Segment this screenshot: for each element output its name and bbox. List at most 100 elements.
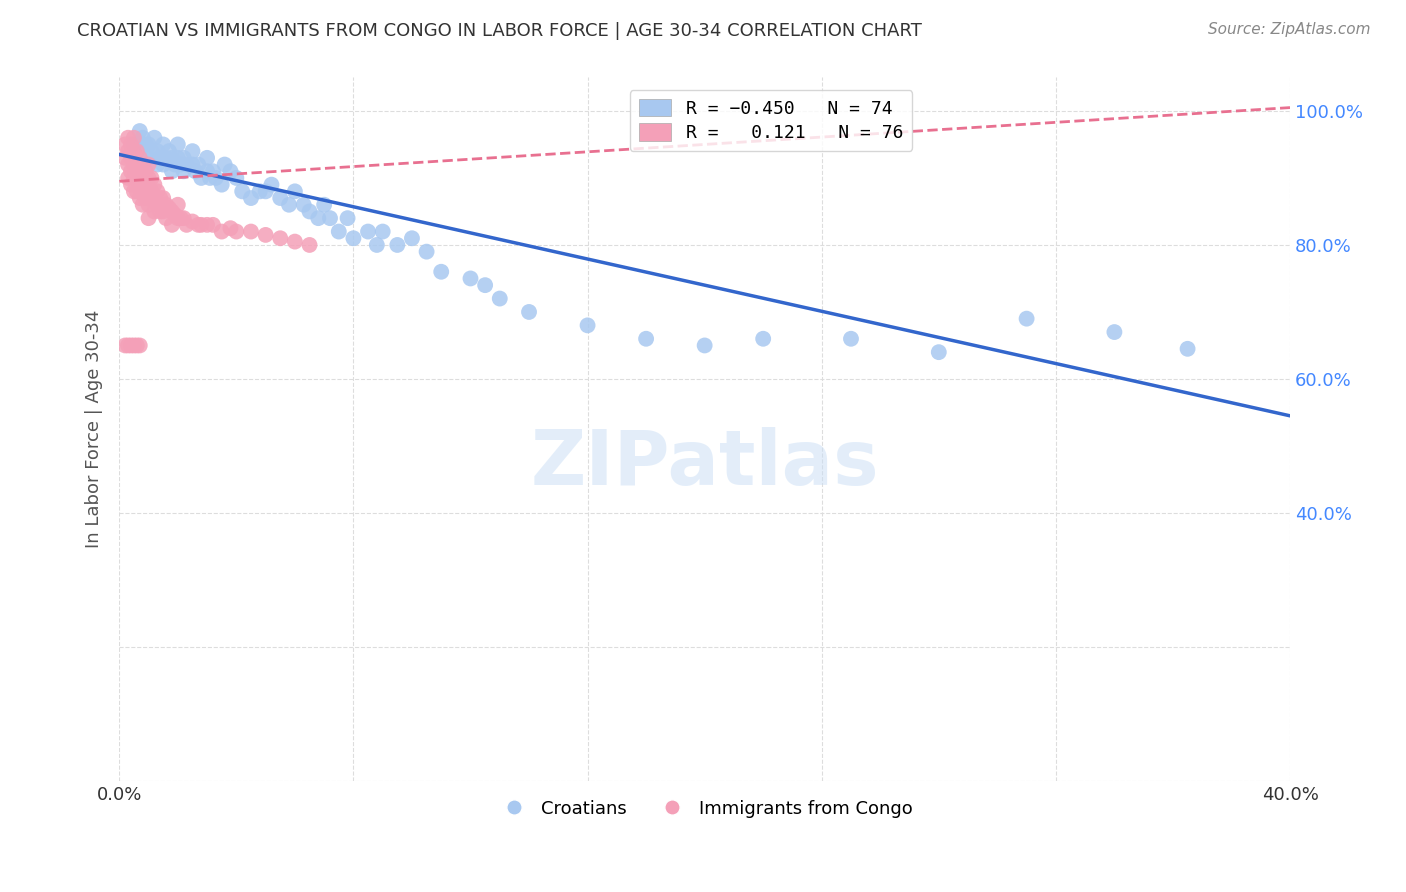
Point — [143, 191, 166, 205]
Point — [401, 231, 423, 245]
Point — [636, 332, 658, 346]
Point — [155, 211, 177, 226]
Point — [357, 225, 380, 239]
Point — [328, 225, 350, 239]
Text: ZIPatlas: ZIPatlas — [530, 427, 879, 501]
Point — [138, 137, 160, 152]
Point — [839, 332, 862, 346]
Point — [201, 218, 224, 232]
Point — [146, 144, 169, 158]
Point — [166, 151, 188, 165]
Point — [195, 218, 218, 232]
Point — [128, 191, 150, 205]
Point — [298, 238, 321, 252]
Point — [460, 271, 482, 285]
Point — [160, 204, 183, 219]
Point — [170, 157, 193, 171]
Point — [173, 151, 195, 165]
Point — [157, 201, 180, 215]
Point — [125, 338, 148, 352]
Point — [260, 178, 283, 192]
Point — [269, 231, 291, 245]
Point — [173, 211, 195, 226]
Point — [254, 185, 277, 199]
Point — [128, 164, 150, 178]
Point — [693, 338, 716, 352]
Point — [928, 345, 950, 359]
Point — [240, 225, 263, 239]
Point — [155, 198, 177, 212]
Point — [371, 225, 394, 239]
Point — [155, 151, 177, 165]
Y-axis label: In Labor Force | Age 30-34: In Labor Force | Age 30-34 — [86, 310, 103, 549]
Point — [125, 185, 148, 199]
Point — [1015, 311, 1038, 326]
Point — [149, 151, 172, 165]
Point — [122, 137, 145, 152]
Point — [135, 137, 157, 152]
Point — [138, 185, 160, 199]
Point — [170, 211, 193, 226]
Point — [120, 137, 142, 152]
Point — [284, 235, 307, 249]
Point — [125, 144, 148, 158]
Point — [138, 170, 160, 185]
Point — [225, 170, 247, 185]
Point — [160, 151, 183, 165]
Point — [141, 170, 163, 185]
Point — [181, 214, 204, 228]
Point — [128, 124, 150, 138]
Point — [163, 157, 186, 171]
Point — [474, 278, 496, 293]
Point — [173, 164, 195, 178]
Point — [240, 191, 263, 205]
Point — [117, 157, 139, 171]
Point — [190, 170, 212, 185]
Text: Source: ZipAtlas.com: Source: ZipAtlas.com — [1208, 22, 1371, 37]
Point — [205, 170, 228, 185]
Point — [187, 218, 209, 232]
Point — [138, 157, 160, 171]
Point — [131, 198, 153, 212]
Point — [149, 191, 172, 205]
Point — [225, 225, 247, 239]
Point — [152, 157, 174, 171]
Point — [366, 238, 388, 252]
Point — [219, 221, 242, 235]
Point — [284, 185, 307, 199]
Point — [336, 211, 359, 226]
Point — [184, 164, 207, 178]
Point — [122, 338, 145, 352]
Point — [201, 164, 224, 178]
Point — [314, 198, 336, 212]
Point — [576, 318, 599, 333]
Point — [181, 144, 204, 158]
Text: CROATIAN VS IMMIGRANTS FROM CONGO IN LABOR FORCE | AGE 30-34 CORRELATION CHART: CROATIAN VS IMMIGRANTS FROM CONGO IN LAB… — [77, 22, 922, 40]
Point — [307, 211, 329, 226]
Point — [125, 157, 148, 171]
Point — [166, 211, 188, 226]
Point — [135, 178, 157, 192]
Point — [163, 208, 186, 222]
Point — [146, 157, 169, 171]
Point — [143, 204, 166, 219]
Point — [319, 211, 342, 226]
Point — [187, 157, 209, 171]
Point — [146, 185, 169, 199]
Point — [211, 225, 233, 239]
Point — [122, 157, 145, 171]
Point — [138, 211, 160, 226]
Point — [117, 144, 139, 158]
Point — [114, 338, 136, 352]
Point — [131, 157, 153, 171]
Point — [181, 157, 204, 171]
Point — [143, 178, 166, 192]
Point — [114, 137, 136, 152]
Point — [160, 164, 183, 178]
Point — [120, 151, 142, 165]
Point — [120, 178, 142, 192]
Point — [752, 332, 775, 346]
Point — [122, 185, 145, 199]
Point — [149, 204, 172, 219]
Point — [141, 144, 163, 158]
